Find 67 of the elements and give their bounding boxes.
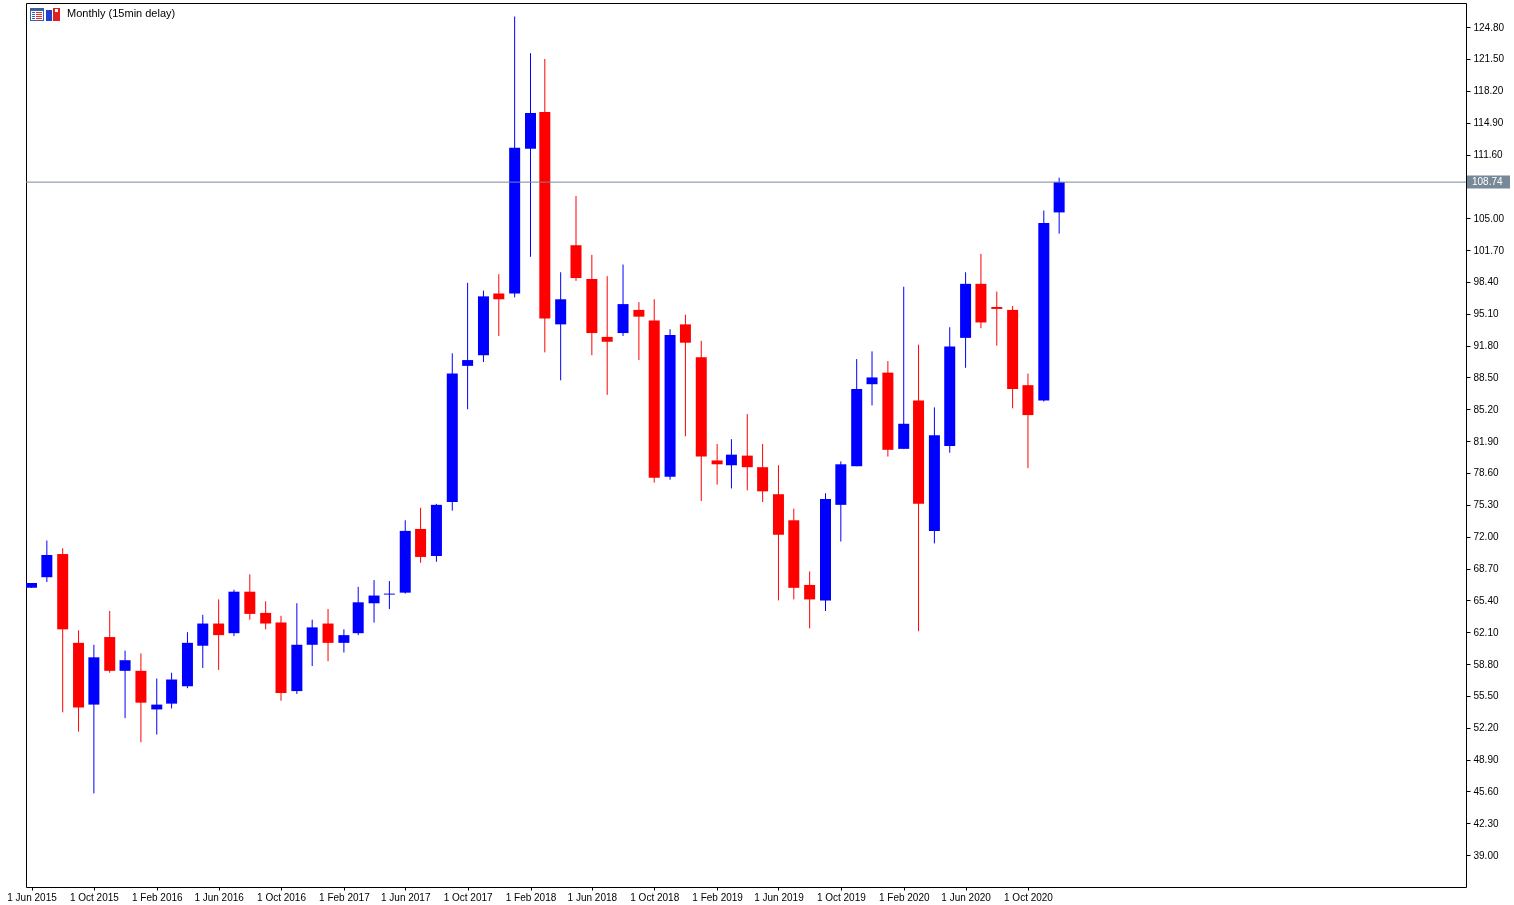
y-tick-label: 98.40 (1473, 276, 1499, 288)
x-tick-label: 1 Feb 2017 (319, 891, 371, 903)
x-tick-label: 1 Jun 2018 (567, 891, 618, 903)
y-tick-label: 118.20 (1473, 85, 1504, 97)
y-tick-label: 124.80 (1473, 21, 1505, 33)
y-tick-label: 81.90 (1473, 435, 1499, 447)
x-tick-label: 1 Oct 2018 (630, 891, 680, 903)
y-tick-label: 65.40 (1473, 594, 1499, 606)
candlestick (383, 580, 395, 610)
y-tick-label: 45.60 (1473, 785, 1499, 797)
y-tick-label: 75.30 (1473, 499, 1499, 511)
candlestick (213, 598, 225, 671)
y-tick-label: 62.10 (1473, 626, 1499, 638)
y-tick-label: 58.80 (1473, 658, 1499, 670)
y-tick-label: 85.20 (1473, 403, 1499, 415)
y-tick-label: 42.30 (1473, 817, 1499, 829)
x-tick-label: 1 Feb 2019 (692, 891, 744, 903)
candlestick (41, 540, 53, 583)
x-tick-label: 1 Jun 2019 (754, 891, 805, 903)
y-tick-label: 114.90 (1473, 117, 1504, 129)
candlestick (679, 314, 691, 437)
x-tick-label: 1 Oct 2020 (1004, 891, 1054, 903)
x-tick-label: 1 Oct 2017 (443, 891, 494, 903)
x-tick-label: 1 Feb 2018 (505, 891, 557, 903)
candlestick (804, 570, 816, 629)
candlestick (368, 579, 380, 624)
y-tick-label: 48.90 (1473, 754, 1499, 766)
y-tick-label: 101.70 (1473, 244, 1505, 256)
candlestick (306, 619, 318, 667)
candlestick (338, 628, 350, 653)
y-tick-label: 78.60 (1473, 467, 1499, 479)
candlestick (741, 413, 753, 491)
candlestick (866, 350, 878, 406)
candlestick (119, 650, 131, 719)
y-tick-label: 91.80 (1473, 340, 1499, 352)
x-tick-label: 1 Jun 2015 (7, 891, 58, 903)
y-tick-label: 68.70 (1473, 563, 1499, 575)
candlestick (601, 275, 613, 396)
x-tick-label: 1 Oct 2016 (257, 891, 307, 903)
x-tick-label: 1 Oct 2015 (69, 891, 120, 903)
x-tick-label: 1 Jun 2020 (941, 891, 992, 903)
candlestick (197, 614, 209, 669)
x-tick-label: 1 Feb 2020 (878, 891, 930, 903)
y-tick-label: 95.10 (1473, 308, 1499, 320)
y-tick-label: 52.20 (1473, 722, 1499, 734)
y-tick-label: 72.00 (1473, 531, 1499, 543)
candlestick (725, 438, 737, 489)
candlestick (462, 282, 474, 410)
y-tick-label: 55.50 (1473, 690, 1499, 702)
candlestick (991, 291, 1003, 347)
candlestick (633, 301, 645, 361)
candlestick (493, 273, 505, 337)
y-tick-label: 121.50 (1473, 53, 1505, 65)
x-tick-label: 1 Feb 2016 (131, 891, 183, 903)
y-tick-label: 111.60 (1473, 149, 1504, 161)
candlestick (260, 600, 272, 630)
x-tick-label: 1 Oct 2019 (816, 891, 867, 903)
candlestick (322, 608, 334, 662)
candlestick (711, 443, 723, 486)
y-tick-label: 88.50 (1473, 371, 1499, 383)
x-tick-label: 1 Jun 2016 (194, 891, 245, 903)
x-tick-label: 1 Jun 2017 (380, 891, 431, 903)
chart-title: Monthly (15min delay) (67, 7, 176, 19)
ref-line-label: 108.74 (1472, 176, 1504, 188)
candlestick (244, 573, 256, 621)
y-tick-label: 105.00 (1473, 212, 1505, 224)
y-tick-label: 39.00 (1473, 849, 1499, 861)
